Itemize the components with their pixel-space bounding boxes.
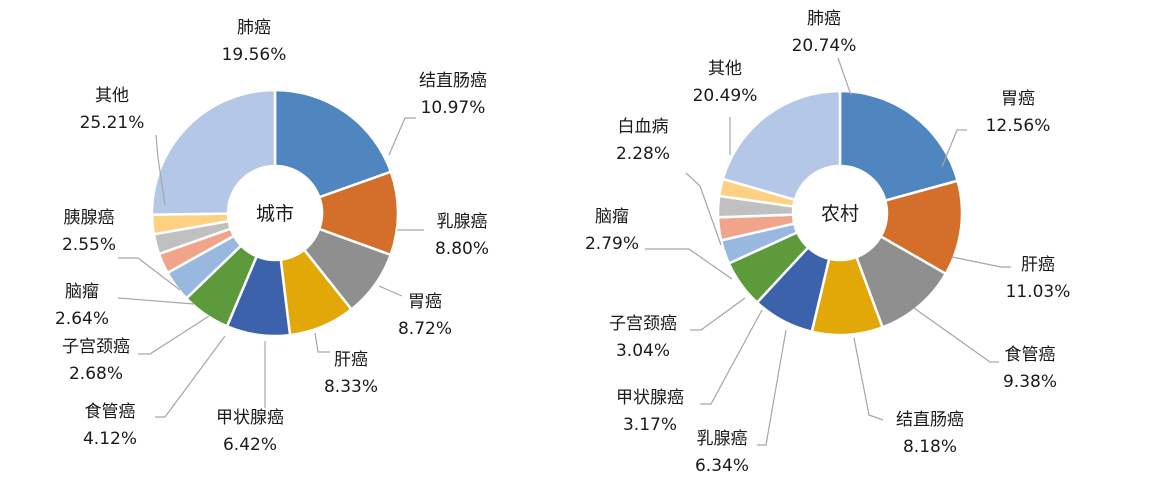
slice-label: 乳腺癌: [437, 212, 488, 232]
data-label: 19.56%: [222, 45, 287, 65]
data-label: 8.18%: [903, 437, 957, 457]
leader-line: [314, 332, 330, 353]
data-label: 6.42%: [223, 435, 277, 455]
slice-label: 乳腺癌: [697, 429, 748, 449]
slice-label: 食管癌: [1005, 345, 1056, 365]
slice-label: 食管癌: [85, 402, 136, 422]
center-label: 城市: [256, 203, 294, 225]
data-label: 20.74%: [792, 36, 857, 56]
data-label: 10.97%: [421, 98, 486, 118]
slice-label: 结直肠癌: [896, 410, 964, 430]
data-label: 6.34%: [695, 456, 749, 476]
leader-line: [853, 337, 884, 421]
slice-label: 其他: [95, 86, 129, 106]
data-label: 25.21%: [80, 113, 145, 133]
leader-line: [685, 172, 722, 246]
slice-label: 胃癌: [1001, 89, 1035, 109]
slice-label: 脑瘤: [65, 282, 99, 302]
center-label: 农村: [821, 203, 859, 225]
slice-label: 胰腺癌: [64, 208, 115, 228]
slice-label: 子宫颈癌: [62, 337, 130, 357]
data-label: 3.04%: [616, 341, 670, 361]
data-label: 2.55%: [62, 235, 116, 255]
slice-label: 肺癌: [237, 18, 271, 38]
leader-line: [837, 57, 852, 96]
data-label: 2.79%: [585, 234, 639, 254]
slice-11: [150, 88, 277, 216]
slice-label: 胃癌: [408, 292, 442, 312]
slice-label: 肝癌: [1021, 255, 1055, 275]
slice-label: 子宫颈癌: [609, 314, 677, 334]
donut-chart-1: 城市 肺癌 19.56% 结直肠癌 10.97% 乳腺癌 8.80% 胃癌 8.72% 肝癌 8.3…: [55, 18, 489, 455]
leader-line: [118, 257, 181, 291]
donut-chart-2: 农村 肺癌 20.74% 胃癌 12.56% 肝癌 11.03% 食管癌 9.38% 结直肠癌 8.…: [585, 9, 1070, 476]
leader-line: [138, 315, 210, 355]
slice-label: 脑瘤: [595, 207, 629, 227]
leader-line: [155, 335, 226, 418]
data-label: 11.03%: [1006, 282, 1071, 302]
data-label: 3.17%: [623, 415, 677, 435]
data-label: 9.38%: [1003, 372, 1057, 392]
data-label: 8.80%: [435, 239, 489, 259]
data-label: 8.33%: [324, 377, 378, 397]
data-label: 2.68%: [69, 364, 123, 384]
slice-label: 结直肠癌: [419, 71, 487, 91]
leader-line: [155, 134, 166, 206]
slice-label: 肝癌: [334, 350, 368, 370]
slice-label: 甲状腺癌: [616, 388, 684, 408]
slice-label: 其他: [708, 59, 742, 79]
data-label: 4.12%: [83, 429, 137, 449]
slice-1: [273, 88, 393, 199]
leader-line: [951, 256, 1011, 268]
slice-1: [838, 89, 960, 203]
data-label: 2.28%: [616, 144, 670, 164]
leader-line: [388, 117, 416, 156]
leader-line: [645, 248, 733, 280]
slice-11: [721, 89, 842, 202]
data-label: 20.49%: [693, 86, 758, 106]
leader-line: [757, 329, 787, 446]
leader-line: [117, 297, 195, 305]
leader-line: [941, 129, 967, 168]
data-label: 2.64%: [55, 309, 109, 329]
leader-line: [700, 309, 763, 405]
leader-line: [913, 307, 999, 363]
slice-label: 肺癌: [807, 9, 841, 29]
leader-line: [690, 297, 746, 331]
leader-line: [378, 285, 403, 297]
data-label: 12.56%: [986, 116, 1051, 136]
slice-label: 白血病: [618, 117, 669, 137]
slice-label: 甲状腺癌: [216, 408, 284, 428]
data-label: 8.72%: [398, 319, 452, 339]
